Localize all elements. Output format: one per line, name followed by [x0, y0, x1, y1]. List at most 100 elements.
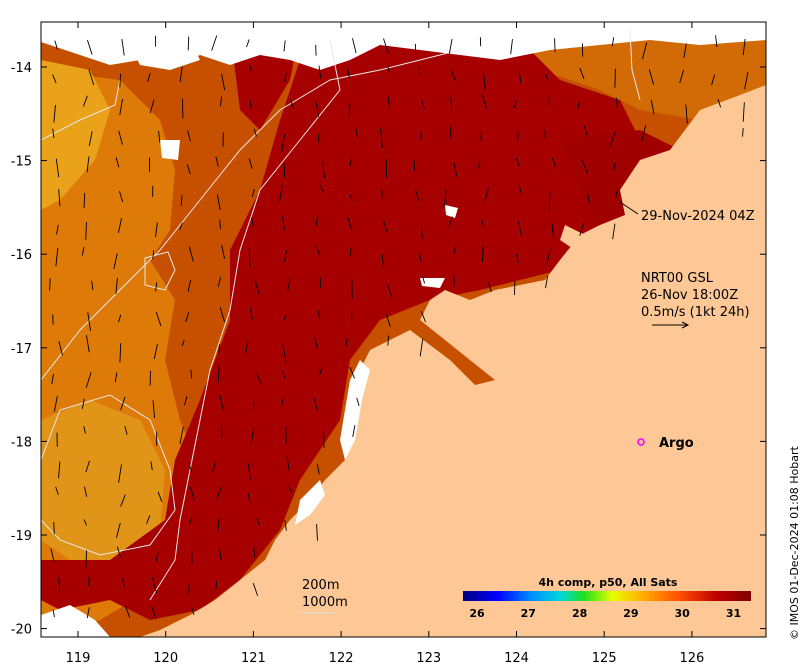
colorbar-label: 29: [623, 607, 638, 620]
current-vector: [221, 73, 226, 91]
current-vector: [116, 546, 121, 558]
current-vector: [218, 344, 221, 353]
current-vector: [122, 578, 125, 587]
current-vector: [613, 161, 616, 171]
current-vector: [85, 372, 92, 388]
current-vector: [313, 398, 318, 411]
current-vector: [190, 369, 193, 379]
current-vector: [381, 190, 383, 200]
current-vector: [554, 38, 556, 53]
current-vector: [545, 275, 549, 289]
current-vector: [120, 494, 126, 507]
current-vector: [153, 343, 158, 360]
current-vector: [211, 35, 218, 51]
current-vector: [87, 312, 92, 331]
current-vector: [481, 246, 484, 262]
current-vector: [253, 128, 257, 137]
current-vector: [152, 400, 156, 418]
current-vector: [216, 485, 223, 500]
current-vector: [149, 99, 155, 114]
current-vector: [151, 577, 158, 594]
current-vector: [220, 96, 223, 107]
current-vector: [155, 551, 159, 562]
current-vector: [114, 372, 118, 383]
current-vector: [510, 39, 513, 55]
cloud-sw: [41, 605, 110, 637]
current-vector: [288, 485, 293, 494]
current-vector: [443, 190, 447, 207]
current-vector: [290, 99, 295, 110]
lat-tick-label: -18: [11, 435, 32, 450]
current-vector: [744, 71, 749, 90]
longitude-axis: 119 120 121 122 123 124 125 126: [66, 22, 704, 666]
current-vector: [158, 131, 161, 143]
current-vector: [355, 128, 359, 139]
current-vector: [117, 217, 123, 234]
current-vector: [187, 36, 190, 51]
current-vector: [419, 338, 424, 357]
pass-time-pointer: [619, 201, 639, 215]
current-vector: [184, 396, 188, 406]
current-vector: [315, 215, 318, 226]
current-vector: [249, 100, 252, 109]
current-vector: [217, 518, 220, 532]
contour-1000m-loop: [41, 394, 176, 556]
current-vector: [254, 280, 260, 295]
current-vector: [150, 461, 153, 471]
current-vector: [119, 343, 122, 363]
sea-yellow-south: [41, 400, 165, 560]
current-vector: [347, 68, 351, 80]
contour-200m: [149, 39, 341, 601]
current-vector: [219, 307, 226, 323]
current-vector: [249, 308, 253, 320]
lat-tick-label: -17: [11, 342, 32, 357]
current-vector: [546, 249, 551, 265]
current-vector: [54, 40, 58, 50]
current-vector: [548, 192, 551, 210]
current-vector: [179, 222, 183, 230]
current-vector: [118, 314, 122, 323]
lon-tick-label: 123: [416, 651, 441, 666]
current-vector: [483, 72, 486, 91]
current-vector: [545, 73, 549, 81]
colorbar-label: 27: [521, 607, 536, 620]
current-vector: [53, 521, 55, 535]
current-vector: [124, 605, 131, 619]
current-vector: [86, 607, 90, 619]
current-vector: [119, 73, 122, 88]
current-vector: [488, 282, 492, 293]
current-vector: [579, 222, 585, 236]
current-vector: [55, 158, 60, 178]
plot-frame: [40, 21, 767, 638]
current-vector: [284, 250, 287, 262]
current-vector: [316, 464, 320, 475]
cloud-coastal: [340, 360, 370, 460]
scale-arrow: [652, 321, 690, 329]
current-vector: [422, 276, 426, 284]
current-vector: [282, 216, 285, 230]
land: [140, 85, 766, 637]
current-time-label: 26-Nov 18:00Z: [641, 288, 738, 303]
current-vector: [283, 73, 287, 82]
current-vector: [87, 39, 93, 55]
current-vector: [577, 102, 580, 110]
current-vector: [387, 66, 390, 74]
colorbar-label: 31: [726, 607, 741, 620]
current-vector: [217, 276, 222, 287]
current-vector: [517, 221, 523, 238]
current-vector: [49, 278, 51, 291]
current-vector: [82, 95, 88, 107]
current-scale-label: 0.5m/s (1kt 24h): [641, 305, 750, 320]
current-vector: [83, 519, 87, 526]
contour-loop-small: [144, 251, 176, 291]
cloud-pocket: [420, 278, 445, 288]
current-vector: [518, 71, 522, 83]
cloud-pocket: [160, 140, 180, 160]
lon-tick-label: 124: [504, 651, 529, 666]
latitude-axis: -14 -15 -16 -17 -18 -19 -20: [11, 61, 766, 638]
current-vector: [348, 104, 351, 117]
current-vector: [318, 65, 322, 79]
current-vector: [247, 463, 251, 480]
current-vector: [717, 98, 722, 108]
